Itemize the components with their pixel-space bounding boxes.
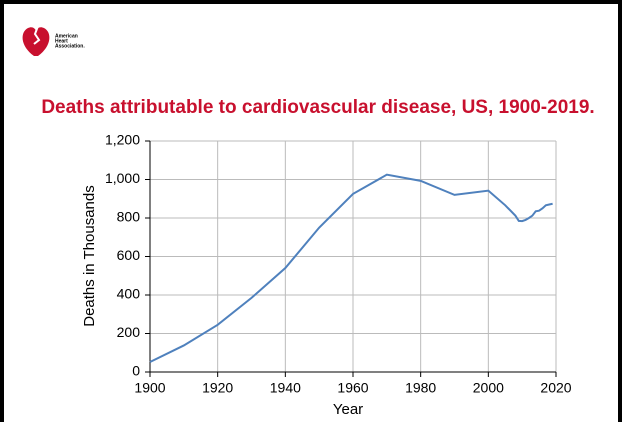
x-axis-label: Year [333, 401, 363, 418]
y-tick-label: 800 [117, 209, 141, 225]
x-tick-label: 1940 [270, 380, 301, 396]
x-tick-label: 1900 [134, 380, 165, 396]
y-tick-label: 200 [117, 324, 141, 340]
logo-text: Heart [55, 38, 68, 44]
data-line [149, 173, 553, 363]
logo-torch [33, 21, 41, 45]
logo-text: Association. [55, 43, 85, 49]
slide [4, 4, 618, 422]
logo: American Heart Association. [22, 21, 85, 56]
x-tick-label: 2020 [540, 380, 571, 396]
y-tick-label: 600 [117, 247, 141, 263]
chart-title: Deaths attributable to cardiovascular di… [41, 97, 594, 118]
x-tick-label: 1980 [405, 380, 436, 396]
logo-text: American [55, 33, 78, 39]
x-tick-label: 2000 [473, 380, 504, 396]
y-tick-label: 1,200 [105, 132, 140, 148]
y-tick-label: 1,000 [105, 170, 140, 186]
y-tick-label: 400 [117, 286, 141, 302]
y-axis-label: Deaths in Thousands [81, 185, 98, 326]
x-tick-label: 1960 [337, 380, 368, 396]
x-tick-label: 1920 [202, 380, 233, 396]
y-tick-label: 0 [132, 363, 140, 379]
